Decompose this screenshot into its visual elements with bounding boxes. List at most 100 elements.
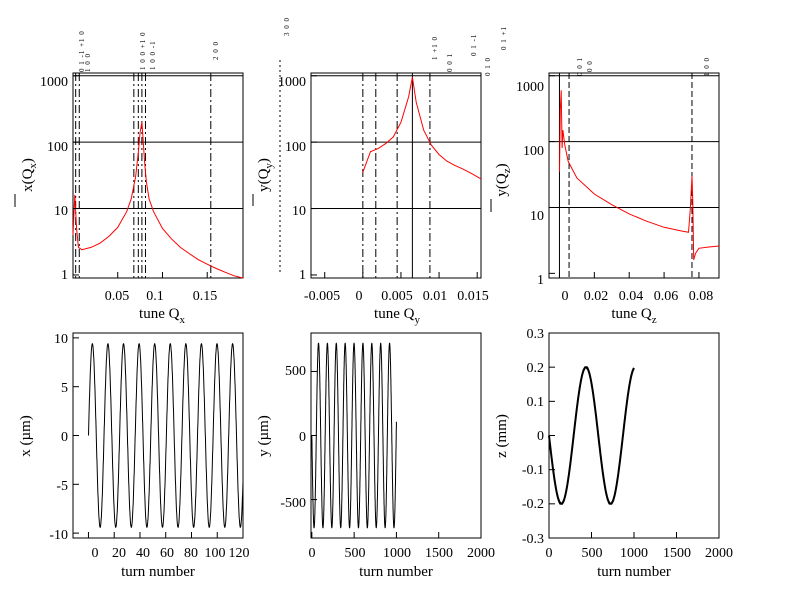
x-tick-label: 0	[309, 546, 316, 561]
y-tick-label: 1000	[278, 75, 306, 90]
panel-6: 0 500 1000 1500 2000 turn number -0.3 -0…	[494, 327, 733, 580]
resonance-markers	[558, 73, 693, 278]
x-tick-label: 2000	[705, 546, 733, 561]
x-tick-label: 0.08	[689, 289, 714, 304]
y-tick-label: -500	[280, 496, 306, 511]
panel-5: 0 500 1000 1500 2000 turn number -500 0 …	[256, 332, 495, 580]
x-tick-label: 1500	[425, 546, 453, 561]
resonance-label: 0 0 1	[446, 53, 454, 72]
resonance-label: 3 0 0	[283, 17, 291, 36]
x-axis: 0 20 40 60 80 100 120 turn number	[87, 532, 250, 580]
x-tick-label: 500	[345, 546, 366, 561]
y-tick-label: 10	[530, 209, 544, 224]
resonance-label: 1 0 0 +1 0	[139, 32, 147, 70]
grid	[549, 75, 719, 208]
x-tick-label: 0	[562, 289, 569, 304]
resonance-label: 0 1 +1	[500, 26, 508, 50]
resonance-labels: 0 0 1 0 0 1 0 0	[576, 57, 711, 76]
resonance-label: 2 0 0	[212, 41, 220, 60]
x-ticks	[311, 532, 482, 538]
y-axis: -0.3 -0.2 -0.1 0 0.1 0.2 0.3 z (mm)	[494, 327, 555, 547]
y-tick-label: 0	[537, 429, 544, 444]
y-ticks	[311, 75, 317, 276]
resonance-label: 1 0 0	[84, 53, 92, 72]
y-ticks	[73, 337, 79, 534]
x-tick-label: 1000	[620, 546, 648, 561]
resonance-label: 0 1 0	[484, 57, 492, 76]
grid	[73, 75, 243, 210]
plot-frame	[548, 72, 720, 279]
x-ticks	[324, 272, 478, 278]
x-tick-label: 0.04	[619, 289, 644, 304]
panel-1: 0 1 -1 +1 0 1 0 0 1 0 0 +1 0 1 0 0 -1 2 …	[14, 30, 244, 326]
x-tick-label: 0.02	[584, 289, 609, 304]
y-tick-label: -0.2	[522, 497, 544, 512]
x-tick-label: 0.06	[654, 289, 679, 304]
resonance-labels: 3 0 0 1 +1 0 0 0 1 0 1 -1 0 1 0 0 1 +1	[283, 17, 508, 76]
x-axis-title: tune Qz	[611, 306, 656, 326]
plot-frame	[310, 72, 482, 279]
x-axis-title: tune Qx	[139, 306, 185, 326]
y-axis-title: z (mm)	[494, 414, 510, 458]
y-tick-label: -10	[49, 528, 68, 543]
data-curve	[311, 342, 397, 529]
data-curve	[88, 342, 244, 529]
resonance-labels: 0 1 -1 +1 0 1 0 0 1 0 0 +1 0 1 0 0 -1 2 …	[78, 30, 220, 72]
x-ticks	[548, 532, 720, 538]
trajectory-line	[88, 342, 244, 529]
panel-3: 0 0 1 0 0 1 0 0 0 0.02 0.04 0.06 0.08 tu…	[490, 57, 720, 326]
y-tick-label: 1	[61, 268, 68, 283]
x-axis-title: turn number	[597, 564, 671, 580]
resonance-label: 1 +1 0	[431, 36, 439, 60]
y-tick-label: -0.1	[522, 463, 544, 478]
y-tick-label: 10	[54, 332, 68, 347]
x-tick-label: 0.01	[423, 289, 448, 304]
x-tick-label: 100	[205, 546, 226, 561]
spectrum-line	[559, 90, 720, 261]
y-ticks	[549, 75, 555, 274]
x-ticks	[87, 532, 244, 538]
panel-4: 0 20 40 60 80 100 120 turn number -10 -5…	[18, 332, 250, 580]
x-axis-title: turn number	[121, 564, 195, 580]
trajectory-line	[548, 366, 635, 505]
y-tick-label: 1	[299, 268, 306, 283]
y-axis: -500 0 500 y (µm)	[256, 364, 317, 511]
x-tick-label: 60	[160, 546, 174, 561]
x-tick-label: 80	[184, 546, 198, 561]
y-tick-label: 0	[61, 430, 68, 445]
y-tick-label: 0.2	[527, 361, 545, 376]
x-axis-title: tune Qy	[374, 306, 420, 326]
resonance-markers	[75, 73, 212, 278]
spectrum-line	[362, 77, 482, 180]
y-axis-title: x (µm)	[18, 415, 34, 457]
trajectory-line	[311, 342, 397, 529]
y-tick-label: 1000	[40, 75, 68, 90]
y-tick-label: -5	[56, 479, 68, 494]
grid	[311, 75, 481, 210]
x-axis-title: turn number	[359, 564, 433, 580]
resonance-label: 0 0	[586, 60, 594, 72]
x-tick-label: 1500	[663, 546, 691, 561]
x-tick-label: 0.05	[105, 289, 130, 304]
y-axis: -10 -5 0 5 10 x (µm)	[18, 332, 79, 543]
x-tick-label: 0.1	[146, 289, 164, 304]
x-axis: 0 0.02 0.04 0.06 0.08 tune Qz	[558, 272, 714, 326]
x-tick-label: 20	[112, 546, 126, 561]
y-ticks	[73, 75, 79, 276]
x-tick-label: 500	[582, 546, 603, 561]
x-axis: -0.005 0 0.005 0.01 0.015 tune Qy	[304, 272, 489, 326]
y-tick-label: 100	[285, 140, 306, 155]
y-tick-label: -0.3	[522, 532, 544, 547]
data-curve	[362, 77, 482, 180]
plot-frame	[72, 72, 244, 279]
x-tick-label: 0	[92, 546, 99, 561]
x-tick-label: 1000	[383, 546, 411, 561]
y-tick-label: 0.3	[527, 327, 545, 342]
y-tick-label: 0	[299, 430, 306, 445]
x-axis: 0.05 0.1 0.15 tune Qx	[105, 272, 218, 326]
y-tick-label: 5	[61, 381, 68, 396]
y-axis-title: y(Qy)	[256, 158, 275, 192]
spectrum-line	[72, 122, 244, 279]
x-tick-label: 0.15	[193, 289, 218, 304]
